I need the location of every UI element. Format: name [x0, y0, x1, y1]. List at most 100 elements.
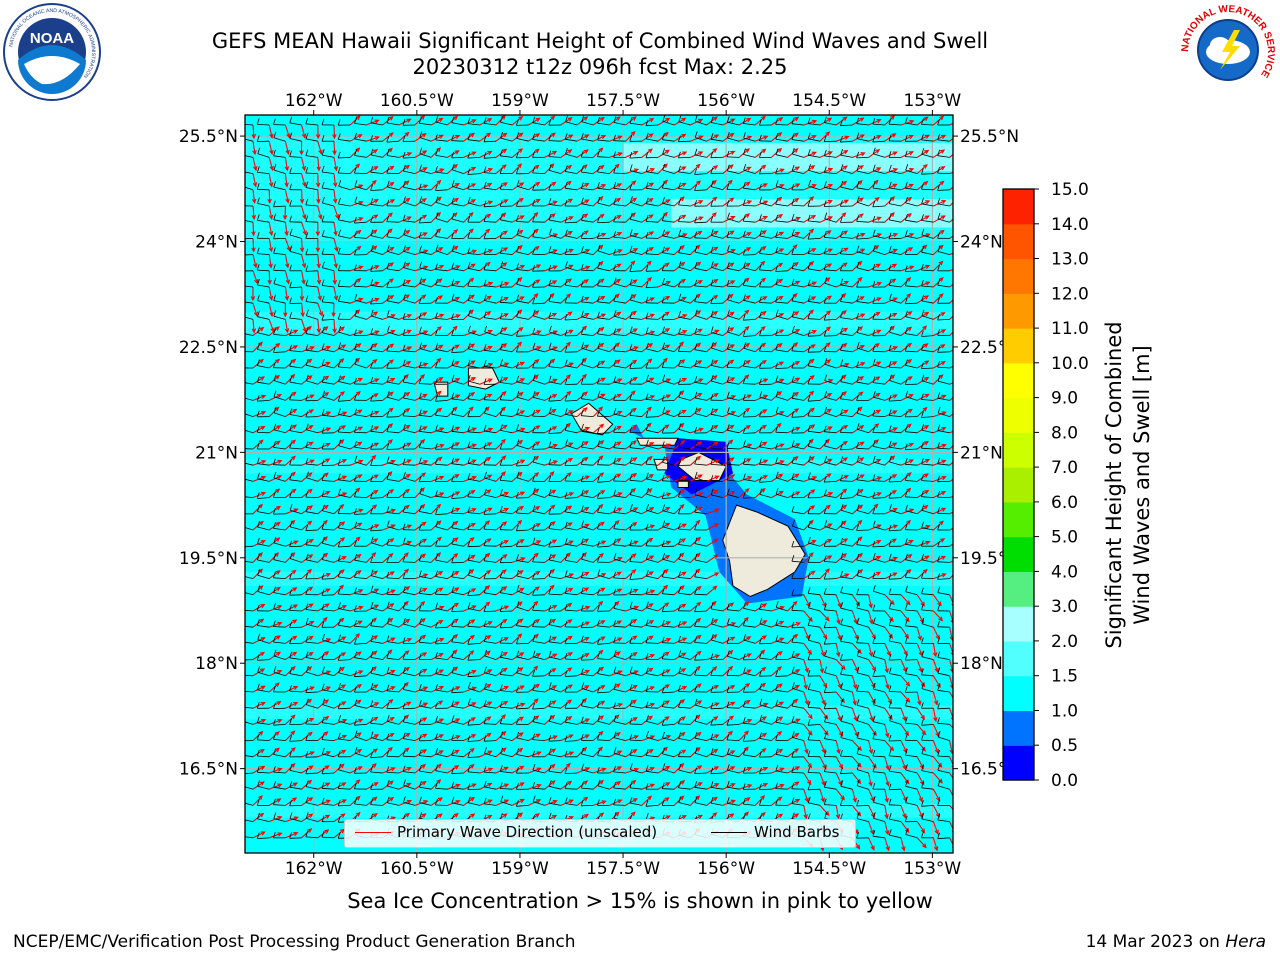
wind-barb-flag	[759, 119, 762, 126]
wave-direction-head	[358, 330, 364, 335]
wind-barb-flag	[742, 230, 746, 238]
wave-direction-arrow	[544, 312, 557, 320]
wind-barb-flag	[370, 184, 373, 191]
wave-direction-head	[471, 183, 477, 188]
wind-barb-flag	[921, 118, 924, 125]
wind-barb-flag	[338, 375, 341, 382]
wave-direction-arrow	[852, 313, 865, 320]
wind-barb	[419, 137, 432, 142]
wave-direction-head	[567, 149, 573, 154]
wind-barb	[791, 268, 804, 272]
wave-direction-arrow	[544, 163, 554, 174]
wave-direction-head	[730, 280, 736, 285]
wave-direction-head	[958, 428, 962, 431]
wave-direction-head	[583, 149, 589, 154]
wind-barb-flag	[337, 133, 341, 140]
wind-barb-flag	[499, 167, 503, 174]
wind-barb-flag	[694, 262, 698, 269]
wind-barb	[273, 219, 286, 223]
wave-direction-arrow	[398, 152, 412, 158]
wave-direction-arrow	[641, 182, 654, 191]
wave-direction-arrow	[576, 374, 587, 385]
wave-direction-head	[323, 326, 329, 331]
wave-direction-head	[422, 214, 428, 220]
wave-direction-arrow	[916, 200, 930, 207]
wave-direction-head	[616, 214, 622, 220]
wind-barb-flag	[856, 295, 860, 302]
wind-barb-flag	[500, 116, 503, 123]
wind-barb-flag	[386, 344, 390, 352]
wind-barb-flag	[435, 378, 438, 385]
wave-direction-head	[745, 359, 751, 365]
wave-direction-head	[958, 266, 962, 269]
wind-barb-flag	[418, 183, 422, 190]
wave-direction-head	[285, 149, 290, 156]
wave-direction-head	[956, 182, 960, 186]
wave-direction-head	[924, 376, 930, 382]
wave-direction-arrow	[284, 173, 288, 187]
wave-direction-head	[533, 374, 539, 380]
wind-barb-flag	[921, 362, 924, 369]
wave-direction-arrow	[268, 205, 273, 219]
wind-barb	[354, 363, 367, 369]
wave-direction-arrow	[657, 247, 670, 256]
wave-direction-head	[601, 232, 607, 237]
wind-barb	[662, 283, 675, 288]
wind-barb	[370, 204, 383, 207]
wind-barb	[694, 333, 707, 336]
wave-direction-arrow	[625, 151, 638, 158]
wave-direction-arrow	[722, 133, 734, 142]
wave-direction-head	[471, 330, 478, 335]
wave-direction-arrow	[690, 293, 701, 304]
wave-direction-arrow	[511, 277, 522, 288]
wind-barb	[483, 221, 497, 223]
wind-barb-flag	[775, 118, 778, 125]
wave-direction-head	[519, 296, 525, 301]
wave-direction-head	[875, 392, 881, 398]
wind-barb-flag	[532, 265, 535, 272]
wind-barb-flag	[289, 228, 293, 236]
wave-direction-head	[275, 343, 281, 348]
wave-direction-head	[374, 330, 380, 335]
wind-barb-flag	[937, 297, 940, 304]
wave-direction-head	[301, 133, 307, 139]
wind-barb	[581, 347, 594, 353]
wave-direction-head	[268, 214, 274, 220]
wind-barb-flag	[467, 279, 471, 287]
wave-direction-arrow	[576, 313, 589, 320]
wind-barb-flag	[354, 394, 357, 401]
wind-barb-flag	[823, 345, 827, 352]
wind-barb-flag	[888, 344, 892, 352]
wind-barb	[694, 397, 707, 401]
wind-barb	[322, 301, 335, 304]
wind-barb-flag	[807, 262, 811, 269]
wind-barb-flag	[581, 358, 585, 365]
wave-direction-head	[956, 279, 960, 283]
wave-direction-arrow	[333, 391, 345, 401]
wind-barb-flag	[856, 196, 860, 203]
wind-barb-flag	[597, 196, 601, 204]
wave-direction-head	[614, 293, 620, 299]
wave-direction-head	[730, 118, 736, 123]
wind-barb-flag	[451, 293, 455, 300]
wind-barb	[403, 381, 416, 385]
wave-direction-head	[712, 342, 718, 347]
wind-barb	[484, 300, 497, 304]
wave-direction-head	[339, 358, 345, 363]
wind-barb-flag	[904, 135, 908, 142]
wind-barb-flag	[807, 295, 811, 302]
wind-barb	[711, 316, 723, 320]
wind-barb-flag	[418, 361, 422, 368]
wind-barb	[565, 284, 578, 288]
wind-barb	[468, 202, 480, 207]
wind-barb	[597, 139, 610, 142]
wind-barb-flag	[661, 313, 665, 321]
wind-barb-flag	[241, 200, 243, 206]
wave-direction-head	[728, 293, 734, 299]
wave-direction-arrow	[738, 374, 749, 385]
wind-barb	[645, 318, 659, 320]
wind-barb-flag	[791, 213, 795, 221]
wave-direction-head	[761, 245, 767, 251]
wave-direction-head	[697, 392, 703, 398]
wave-direction-head	[601, 184, 607, 189]
